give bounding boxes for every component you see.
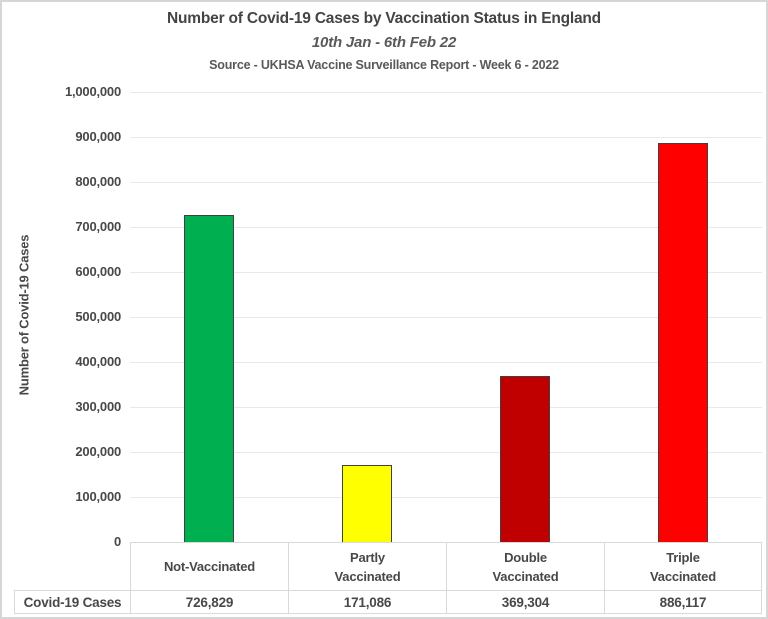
plot-area bbox=[130, 91, 762, 542]
value-cell-triple-vaccinated: 886,117 bbox=[604, 590, 762, 614]
y-tick-label: 700,000 bbox=[75, 219, 121, 234]
y-tick-label: 200,000 bbox=[75, 444, 121, 459]
y-tick-label: 800,000 bbox=[75, 174, 121, 189]
bar-partly-vaccinated bbox=[342, 465, 392, 542]
chart-subtitle: 10th Jan - 6th Feb 22 bbox=[311, 34, 457, 51]
y-tick-label: 1,000,000 bbox=[64, 84, 121, 99]
bar-triple-vaccinated bbox=[658, 143, 708, 542]
y-tick-label: 600,000 bbox=[75, 264, 121, 279]
gridline bbox=[130, 451, 762, 453]
gridline bbox=[130, 361, 762, 363]
chart-title: Number of Covid-19 Cases by Vaccination … bbox=[167, 10, 601, 27]
table-corner-cell bbox=[14, 542, 130, 590]
bar-not-vaccinated bbox=[184, 215, 234, 542]
gridline bbox=[130, 316, 762, 318]
value-cell-not-vaccinated: 726,829 bbox=[130, 590, 288, 614]
y-tick-label: 400,000 bbox=[75, 354, 121, 369]
category-label-triple-vaccinated: Triple Vaccinated bbox=[604, 542, 762, 590]
gridline bbox=[130, 406, 762, 408]
value-cell-double-vaccinated: 369,304 bbox=[446, 590, 604, 614]
gridline bbox=[130, 91, 762, 93]
bar-double-vaccinated bbox=[500, 376, 550, 542]
y-tick-label: 300,000 bbox=[75, 399, 121, 414]
gridline bbox=[130, 496, 762, 498]
y-tick-label: 900,000 bbox=[75, 129, 121, 144]
gridline bbox=[130, 181, 762, 183]
gridline bbox=[130, 271, 762, 273]
category-label-not-vaccinated: Not-Vaccinated bbox=[130, 542, 288, 590]
y-tick-label: 0 bbox=[113, 534, 121, 549]
data-table: Not-Vaccinated Partly Vaccinated Double Vacc… bbox=[14, 542, 762, 614]
table-row-label: Covid-19 Cases bbox=[14, 590, 130, 614]
gridline bbox=[130, 226, 762, 228]
y-tick-label: 100,000 bbox=[75, 489, 121, 504]
gridline bbox=[130, 136, 762, 138]
value-cell-partly-vaccinated: 171,086 bbox=[288, 590, 446, 614]
chart-source: Source - UKHSA Vaccine Surveillance Repo… bbox=[209, 58, 559, 72]
y-tick-label: 500,000 bbox=[75, 309, 121, 324]
category-label-partly-vaccinated: Partly Vaccinated bbox=[288, 542, 446, 590]
category-label-double-vaccinated: Double Vaccinated bbox=[446, 542, 604, 590]
